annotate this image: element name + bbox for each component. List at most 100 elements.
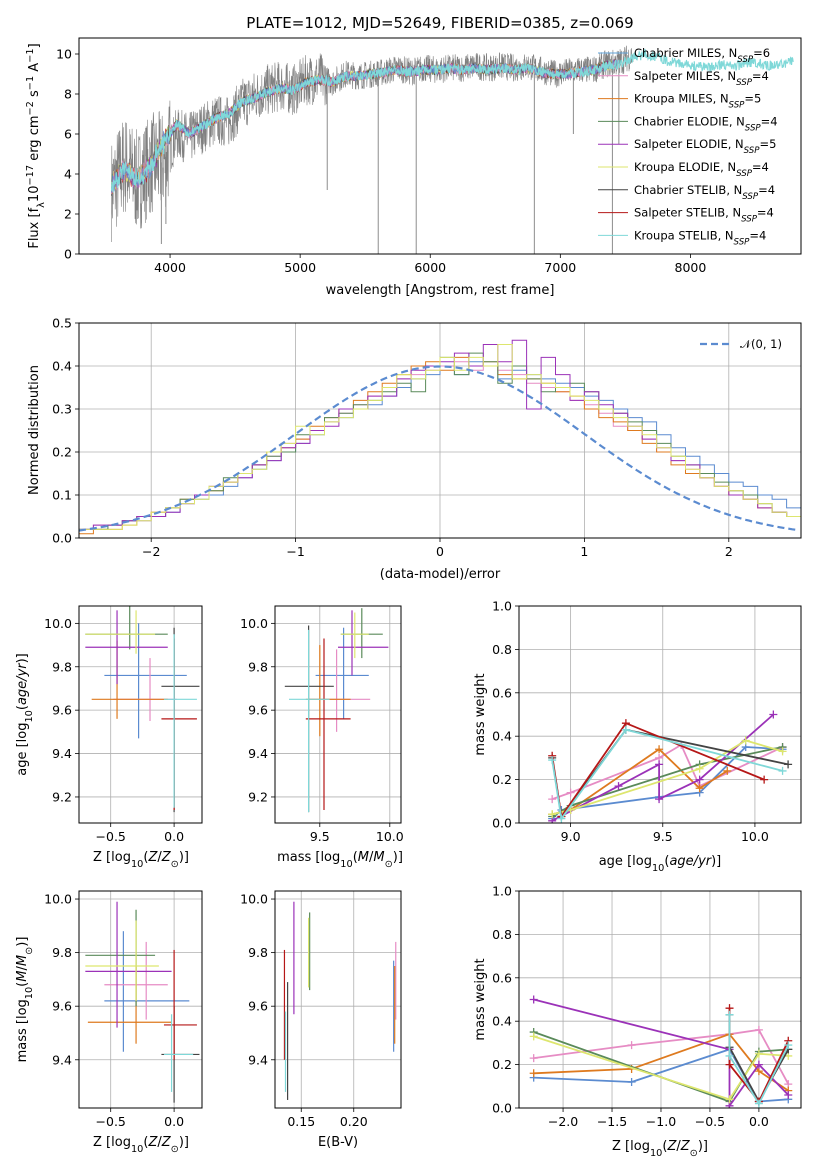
weight-marker: [754, 1099, 763, 1108]
normal-curve-line: [79, 365, 799, 532]
mass-vs-ebv-ytick-label: 10.0: [240, 892, 268, 907]
age-vs-Z-ytick-label: 10.0: [44, 616, 72, 631]
weight-series-8: [728, 1014, 790, 1106]
legend-entry: Chabrier STELIB, NSSP=4: [634, 183, 775, 202]
weight-marker: [760, 775, 769, 784]
weight-vs-Z-frame: [518, 890, 802, 1109]
spectrum-ylabel: Flux [fλ10−17 erg cm−2 s−1 A−1]: [25, 43, 47, 248]
age-vs-mass-plot-area: [284, 608, 389, 813]
histogram-series-5: [79, 344, 801, 538]
weight-vs-Z-xtick-label: −2.0: [548, 1114, 578, 1129]
weight-vs-age-ytick-label: 0.0: [492, 816, 512, 831]
weight-vs-Z-ytick-label: 0.4: [492, 1014, 512, 1029]
figure-title: PLATE=1012, MJD=52649, FIBERID=0385, z=0…: [246, 14, 633, 32]
weight-marker: [725, 1060, 734, 1069]
weight-vs-Z-plot-area: [529, 995, 793, 1108]
legend-entry: Chabrier ELODIE, NSSP=4: [634, 114, 778, 133]
mass-vs-ebv-ytick-label: 9.4: [248, 1052, 268, 1067]
age-vs-Z-xlabel: Z [log10(Z/Z⊙)]: [93, 850, 189, 870]
spectrum-ytick-label: 4: [64, 167, 72, 182]
mass-vs-ebv-xlabel: E(B-V): [318, 1135, 358, 1150]
age-vs-mass-ytick-label: 9.6: [248, 703, 268, 718]
weight-marker: [529, 1032, 538, 1041]
spectrum-xtick-label: 8000: [675, 260, 707, 275]
weight-vs-age-plot-area: [548, 710, 793, 823]
weight-marker: [655, 745, 664, 754]
weight-marker: [548, 810, 557, 819]
mass-vs-ebv-xtick-label: 0.20: [340, 1114, 368, 1129]
weight-marker: [784, 760, 793, 769]
residuals-ytick-label: 0.3: [52, 402, 72, 417]
age-vs-Z-xtick-label: 0.0: [164, 829, 184, 844]
residuals-legend-label: 𝒩(0, 1): [740, 337, 782, 351]
age-vs-mass-xlabel: mass [log10(M/M⊙)]: [277, 850, 403, 870]
weight-marker: [725, 1010, 734, 1019]
weight-vs-age-xtick-label: 9.5: [653, 829, 673, 844]
age-vs-mass-frame: [274, 605, 402, 824]
weight-vs-age-ytick-label: 1.0: [492, 599, 512, 614]
weight-marker: [754, 1049, 763, 1058]
weight-marker: [754, 1060, 763, 1069]
weight-marker: [723, 766, 732, 775]
residuals-xtick-label: −2: [142, 544, 160, 559]
mass-vs-Z-plot-area: [85, 901, 200, 1103]
weight-marker: [784, 1090, 793, 1099]
weight-marker: [695, 775, 704, 784]
weight-vs-Z-xtick-label: −0.5: [695, 1114, 725, 1129]
mass-vs-Z-xtick-label: 0.0: [164, 1114, 184, 1129]
mass-vs-Z-ytick-label: 9.6: [52, 999, 72, 1014]
weight-marker: [741, 736, 750, 745]
weight-marker: [614, 782, 623, 791]
weight-marker: [621, 725, 630, 734]
age-vs-Z-ytick-label: 9.2: [52, 789, 72, 804]
spectrum-ytick-label: 10: [56, 47, 72, 62]
spectrum-ytick-label: 0: [64, 247, 72, 262]
weight-vs-Z-xtick-label: −1.5: [597, 1114, 627, 1129]
weight-vs-age-ytick-label: 0.8: [492, 642, 512, 657]
residuals-ylabel: Normed distribution: [27, 365, 42, 495]
weight-vs-Z-ytick-label: 0.6: [492, 970, 512, 985]
weight-marker: [627, 1041, 636, 1050]
residuals-ytick-label: 0.2: [52, 445, 72, 460]
age-vs-Z-ytick-label: 9.8: [52, 659, 72, 674]
weight-series-5: [533, 1035, 789, 1101]
weight-vs-age-xtick-label: 10.0: [741, 829, 769, 844]
mass-vs-ebv-ytick-label: 9.6: [248, 999, 268, 1014]
residuals-xtick-label: 1: [580, 544, 588, 559]
weight-vs-Z-xtick-label: 0.0: [749, 1114, 769, 1129]
weight-marker: [784, 1041, 793, 1050]
weight-marker: [695, 764, 704, 773]
age-vs-mass-ytick-label: 9.2: [248, 789, 268, 804]
weight-marker: [778, 747, 787, 756]
legend-entry: Kroupa ELODIE, NSSP=4: [634, 160, 769, 179]
mass-vs-Z-ytick-label: 9.8: [52, 945, 72, 960]
weight-vs-age-ytick-label: 0.2: [492, 772, 512, 787]
residuals-xtick-label: −1: [286, 544, 304, 559]
age-vs-mass-xtick-label: 10.0: [376, 829, 404, 844]
legend-entry: Salpeter STELIB, NSSP=4: [634, 206, 774, 225]
weight-vs-age-xlabel: age [log10(age/yr)]: [599, 854, 722, 874]
spectrum-ytick-label: 2: [64, 207, 72, 222]
weight-vs-Z-ytick-label: 0.2: [492, 1057, 512, 1072]
age-vs-mass-ytick-label: 9.4: [248, 746, 268, 761]
spectrum-model-line: [111, 59, 618, 195]
age-vs-mass-ytick-label: 9.8: [248, 659, 268, 674]
weight-vs-Z-ylabel: mass weight: [473, 958, 488, 1040]
weight-vs-Z-xtick-label: −1.0: [646, 1114, 676, 1129]
mass-vs-Z-xtick-label: −0.5: [96, 1114, 126, 1129]
residuals-frame: [78, 322, 802, 539]
weight-marker: [529, 995, 538, 1004]
spectrum-xtick-label: 6000: [414, 260, 446, 275]
age-vs-mass-grid: [275, 606, 401, 823]
mass-vs-ebv-plot-area: [283, 901, 397, 1100]
weight-vs-Z-ytick-label: 0.8: [492, 927, 512, 942]
weight-vs-age-xtick-label: 9.0: [561, 829, 581, 844]
legend-entry: Chabrier MILES, NSSP=6: [634, 46, 770, 65]
mass-vs-ebv-ytick-label: 9.8: [248, 945, 268, 960]
weight-marker: [529, 1069, 538, 1078]
weight-vs-Z-ytick-label: 1.0: [492, 884, 512, 899]
age-vs-Z-ytick-label: 9.4: [52, 746, 72, 761]
spectrum-xlabel: wavelength [Angstrom, rest frame]: [326, 283, 555, 298]
weight-marker: [566, 788, 575, 797]
age-vs-Z-ylabel: age [log10(age/yr)]: [15, 653, 35, 776]
